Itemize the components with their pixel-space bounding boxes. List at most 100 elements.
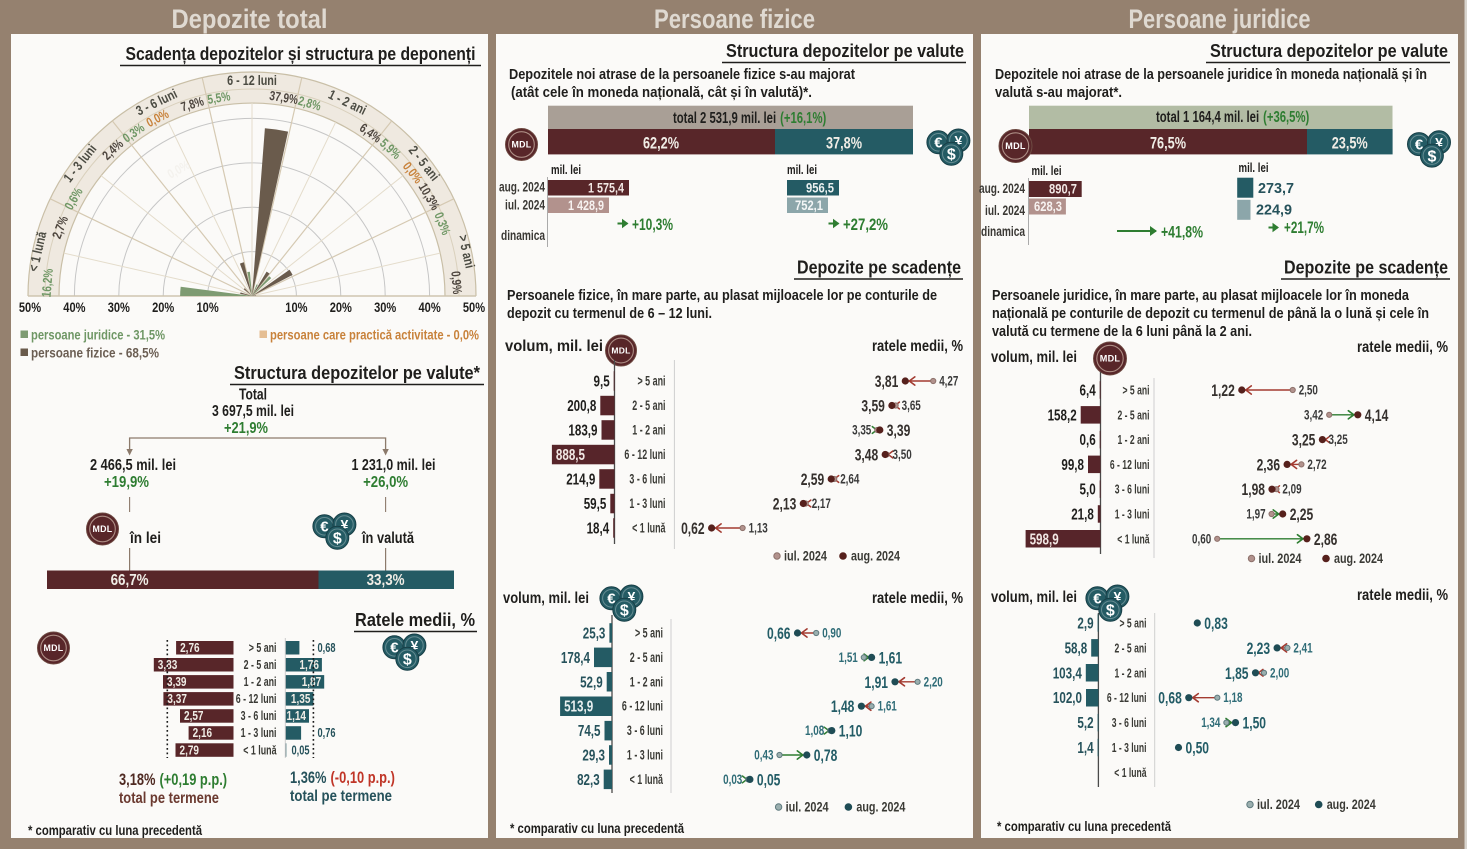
svg-text:+26,0%: +26,0% <box>363 474 408 491</box>
svg-text:30%: 30% <box>108 300 130 315</box>
svg-text:10%: 10% <box>285 300 307 315</box>
svg-text:1,10: 1,10 <box>839 722 863 741</box>
svg-text:1 - 2 ani: 1 - 2 ani <box>630 674 663 689</box>
svg-text:3,48: 3,48 <box>855 446 879 465</box>
svg-text:Scadența depozitelor și struct: Scadența depozitelor și structura pe dep… <box>126 43 476 64</box>
svg-text:5,5%: 5,5% <box>206 88 232 107</box>
svg-text:0,9%: 0,9% <box>448 270 465 295</box>
svg-text:¥: ¥ <box>341 517 349 533</box>
svg-text:0,43: 0,43 <box>754 748 774 763</box>
svg-text:2,76: 2,76 <box>180 640 200 655</box>
svg-text:3,59: 3,59 <box>861 397 885 416</box>
svg-text:3,25: 3,25 <box>1292 431 1316 450</box>
svg-text:2,09: 2,09 <box>1282 482 1301 497</box>
svg-text:națională pe conturile de depo: națională pe conturile de depozit cu ter… <box>992 306 1429 322</box>
svg-text:1 231,0 mil. lei: 1 231,0 mil. lei <box>352 457 436 474</box>
svg-text:1 - 2 ani: 1 - 2 ani <box>244 674 277 689</box>
svg-text:273,7: 273,7 <box>1258 180 1294 197</box>
svg-text:(+16,1%): (+16,1%) <box>780 110 826 127</box>
svg-text:9,5: 9,5 <box>594 374 610 391</box>
svg-text:ratele medii, %: ratele medii, % <box>1357 339 1448 356</box>
svg-text:0,76: 0,76 <box>318 725 336 740</box>
svg-text:82,3: 82,3 <box>577 772 600 789</box>
svg-text:2,50: 2,50 <box>1299 383 1318 398</box>
svg-text:€: € <box>320 519 329 536</box>
svg-text:102,0: 102,0 <box>1053 690 1082 707</box>
svg-text:Depozite pe scadențe: Depozite pe scadențe <box>797 257 961 278</box>
svg-text:mil. lei: mil. lei <box>787 162 817 177</box>
svg-text:2,8%: 2,8% <box>296 93 323 114</box>
svg-text:0,62: 0,62 <box>681 519 705 538</box>
svg-text:33,3%: 33,3% <box>367 572 405 589</box>
svg-text:0,78: 0,78 <box>814 746 838 765</box>
svg-text:persoane fizice - 68,5%: persoane fizice - 68,5% <box>31 346 159 361</box>
svg-text:1 575,4: 1 575,4 <box>588 181 624 196</box>
svg-text:6 - 12 luni: 6 - 12 luni <box>624 447 665 462</box>
svg-text:Depozitele noi atrase de la pe: Depozitele noi atrase de la persoanele f… <box>509 67 855 83</box>
svg-text:3,65: 3,65 <box>902 398 922 413</box>
svg-text:iul. 2024: iul. 2024 <box>985 203 1025 218</box>
svg-text:< 1 lună: < 1 lună <box>1114 765 1147 780</box>
svg-text:Structura depozitelor pe valut: Structura depozitelor pe valute* <box>234 362 481 383</box>
svg-text:dinamica: dinamica <box>501 228 545 243</box>
svg-text:2,59: 2,59 <box>801 470 825 489</box>
svg-text:+19,9%: +19,9% <box>104 474 149 491</box>
svg-text:66,7%: 66,7% <box>111 572 149 589</box>
svg-text:2,9: 2,9 <box>1077 616 1093 633</box>
svg-text:598,9: 598,9 <box>1030 531 1059 548</box>
svg-text:iul. 2024: iul. 2024 <box>1259 551 1302 566</box>
svg-text:¥: ¥ <box>411 638 419 654</box>
svg-text:2 - 5 ani: 2 - 5 ani <box>244 657 277 672</box>
svg-text:1 - 3 luni: 1 - 3 luni <box>627 748 663 763</box>
svg-text:aug. 2024: aug. 2024 <box>851 549 900 564</box>
svg-text:0,60: 0,60 <box>1192 531 1211 546</box>
svg-text:890,7: 890,7 <box>1049 182 1077 197</box>
svg-text:40%: 40% <box>419 300 441 315</box>
svg-text:3,18%: 3,18% <box>119 771 156 789</box>
svg-text:3 - 6 luni: 3 - 6 luni <box>627 723 663 738</box>
svg-text:+21,7%: +21,7% <box>1284 219 1324 237</box>
svg-text:mil. lei: mil. lei <box>1239 160 1269 175</box>
svg-text:76,5%: 76,5% <box>1150 134 1186 153</box>
svg-text:3 - 6 luni: 3 - 6 luni <box>1112 715 1147 730</box>
svg-text:Depozitele noi atrase de la pe: Depozitele noi atrase de la persoanele j… <box>995 67 1427 83</box>
svg-text:MDL: MDL <box>1100 354 1121 364</box>
svg-text:6 - 12 luni: 6 - 12 luni <box>227 73 277 88</box>
svg-text:1,4: 1,4 <box>1077 740 1093 757</box>
svg-text:(+36,5%): (+36,5%) <box>1263 109 1309 126</box>
svg-text:volum, mil. lei: volum, mil. lei <box>503 590 589 607</box>
svg-text:$: $ <box>1427 148 1436 165</box>
svg-text:1,18: 1,18 <box>1223 690 1243 705</box>
svg-text:MDL: MDL <box>512 140 532 150</box>
svg-text:0,90: 0,90 <box>822 626 841 641</box>
svg-text:< 1 lună: < 1 lună <box>1117 531 1150 546</box>
svg-text:* comparativ cu luna precedent: * comparativ cu luna precedentă <box>510 821 684 836</box>
svg-text:1,14: 1,14 <box>287 708 307 723</box>
svg-text:1,61: 1,61 <box>878 699 898 714</box>
svg-text:178,4: 178,4 <box>561 650 590 667</box>
svg-text:+41,8%: +41,8% <box>1161 224 1203 242</box>
svg-text:$: $ <box>620 603 629 620</box>
svg-text:¥: ¥ <box>1114 589 1122 605</box>
svg-text:ratele medii, %: ratele medii, % <box>872 590 963 607</box>
svg-text:în lei: în lei <box>129 530 161 547</box>
svg-text:3,42: 3,42 <box>1304 407 1323 422</box>
svg-text:99,8: 99,8 <box>1061 457 1084 474</box>
svg-text:183,9: 183,9 <box>568 423 597 440</box>
svg-text:1,76: 1,76 <box>299 657 319 672</box>
svg-text:0,83: 0,83 <box>1204 614 1228 633</box>
svg-text:3 697,5 mil. lei: 3 697,5 mil. lei <box>212 403 294 420</box>
svg-text:50%: 50% <box>463 300 485 315</box>
svg-text:< 1 lună: < 1 lună <box>630 772 664 787</box>
svg-text:6 - 12 luni: 6 - 12 luni <box>1110 457 1150 472</box>
svg-text:3,50: 3,50 <box>893 447 912 462</box>
svg-text:956,5: 956,5 <box>806 181 834 196</box>
svg-text:1 - 2 ani: 1 - 2 ani <box>1118 432 1150 447</box>
svg-text:3 - 6 luni: 3 - 6 luni <box>1115 482 1150 497</box>
svg-text:3,25: 3,25 <box>1329 432 1349 447</box>
svg-text:1,98: 1,98 <box>1242 480 1266 499</box>
svg-text:în valută: în valută <box>361 530 414 547</box>
svg-text:74,5: 74,5 <box>578 723 601 740</box>
svg-text:2,79: 2,79 <box>180 742 200 757</box>
svg-text:6 - 12 luni: 6 - 12 luni <box>236 691 277 706</box>
